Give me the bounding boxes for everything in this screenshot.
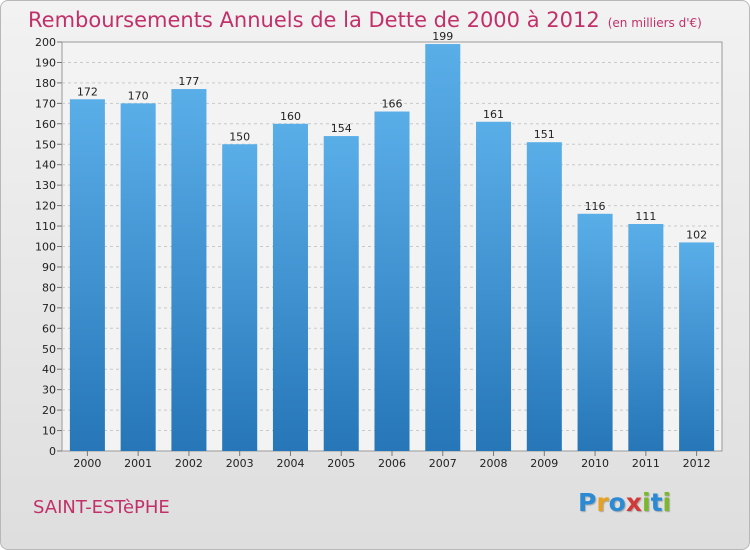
y-tick-label: 110 bbox=[35, 220, 56, 233]
y-tick-label: 200 bbox=[35, 36, 56, 49]
logo-letter: i bbox=[662, 488, 672, 517]
y-tick-label: 80 bbox=[42, 281, 56, 294]
bar-2008 bbox=[476, 121, 512, 451]
y-tick-label: 20 bbox=[42, 404, 56, 417]
logo-letter: r bbox=[596, 488, 609, 517]
commune-name: SAINT-ESTèPHE bbox=[33, 497, 170, 518]
y-tick-label: 120 bbox=[35, 200, 56, 213]
data-label: 170 bbox=[128, 89, 149, 102]
x-tick-label: 2011 bbox=[632, 457, 660, 470]
data-label: 160 bbox=[280, 110, 301, 123]
proxiti-logo: Proxiti bbox=[578, 488, 671, 517]
x-tick-label: 2004 bbox=[276, 457, 304, 470]
data-label: 199 bbox=[432, 30, 453, 43]
x-tick-label: 2005 bbox=[327, 457, 355, 470]
x-tick-label: 2007 bbox=[429, 457, 457, 470]
data-label: 161 bbox=[483, 108, 504, 121]
y-tick-label: 150 bbox=[35, 138, 56, 151]
x-axis: 2000 2001 2002 2003 2004 2005 2006 2007 2008 2009… bbox=[73, 451, 711, 470]
data-label: 150 bbox=[229, 130, 250, 143]
bar-2007 bbox=[425, 44, 461, 452]
bar-2004 bbox=[272, 123, 308, 452]
x-tick-label: 2008 bbox=[480, 457, 508, 470]
logo-letter: i bbox=[642, 488, 651, 517]
y-tick-label: 170 bbox=[35, 97, 56, 110]
data-label: 151 bbox=[534, 128, 555, 141]
bar-2000 bbox=[69, 99, 105, 451]
y-tick-label: 140 bbox=[35, 159, 56, 172]
y-tick-label: 90 bbox=[42, 261, 56, 274]
y-tick-label: 100 bbox=[35, 241, 56, 254]
y-tick-label: 180 bbox=[35, 77, 56, 90]
data-label: 172 bbox=[77, 85, 98, 98]
bar-2002 bbox=[171, 89, 207, 451]
data-label: 154 bbox=[331, 122, 352, 135]
data-label: 177 bbox=[178, 75, 199, 88]
y-tick-label: 0 bbox=[49, 445, 56, 458]
y-tick-label: 30 bbox=[42, 384, 56, 397]
x-tick-label: 2001 bbox=[124, 457, 152, 470]
bar-2010 bbox=[577, 213, 613, 451]
y-tick-label: 10 bbox=[42, 425, 56, 438]
y-tick-label: 130 bbox=[35, 179, 56, 192]
x-tick-label: 2006 bbox=[378, 457, 406, 470]
y-tick-label: 40 bbox=[42, 363, 56, 376]
bar-2011 bbox=[628, 224, 664, 451]
y-axis: 0 10 20 30 40 50 60 70 80 90 100 110 120 130 140 150 160… bbox=[35, 36, 62, 458]
data-label: 111 bbox=[635, 210, 656, 223]
data-label: 116 bbox=[585, 200, 606, 213]
logo-letter: o bbox=[608, 488, 626, 517]
bars: 172 170 177 150 160 154 166 199 161 151 116 111 102 bbox=[69, 30, 715, 452]
bar-2005 bbox=[323, 136, 359, 451]
x-tick-label: 2012 bbox=[683, 457, 711, 470]
logo-letter: x bbox=[625, 488, 642, 517]
data-label: 166 bbox=[382, 98, 403, 111]
bar-2001 bbox=[120, 103, 156, 451]
x-tick-label: 2002 bbox=[175, 457, 203, 470]
logo-letter: t bbox=[650, 488, 663, 517]
bar-2009 bbox=[526, 142, 562, 451]
chart-unit: (en milliers d'€) bbox=[607, 16, 702, 30]
x-tick-label: 2009 bbox=[530, 457, 558, 470]
bar-2003 bbox=[222, 144, 258, 451]
y-tick-label: 60 bbox=[42, 322, 56, 335]
x-tick-label: 2003 bbox=[226, 457, 254, 470]
y-tick-label: 190 bbox=[35, 56, 56, 69]
logo-letter: P bbox=[578, 488, 597, 517]
chart-title-text: Remboursements Annuels de la Dette de 20… bbox=[28, 8, 600, 32]
y-tick-label: 50 bbox=[42, 343, 56, 356]
data-label: 102 bbox=[686, 228, 707, 241]
chart-title: Remboursements Annuels de la Dette de 20… bbox=[28, 8, 702, 32]
bar-2012 bbox=[679, 242, 715, 451]
y-tick-label: 160 bbox=[35, 118, 56, 131]
y-tick-label: 70 bbox=[42, 302, 56, 315]
x-tick-label: 2000 bbox=[73, 457, 101, 470]
bar-2006 bbox=[374, 111, 410, 451]
x-tick-label: 2010 bbox=[581, 457, 609, 470]
